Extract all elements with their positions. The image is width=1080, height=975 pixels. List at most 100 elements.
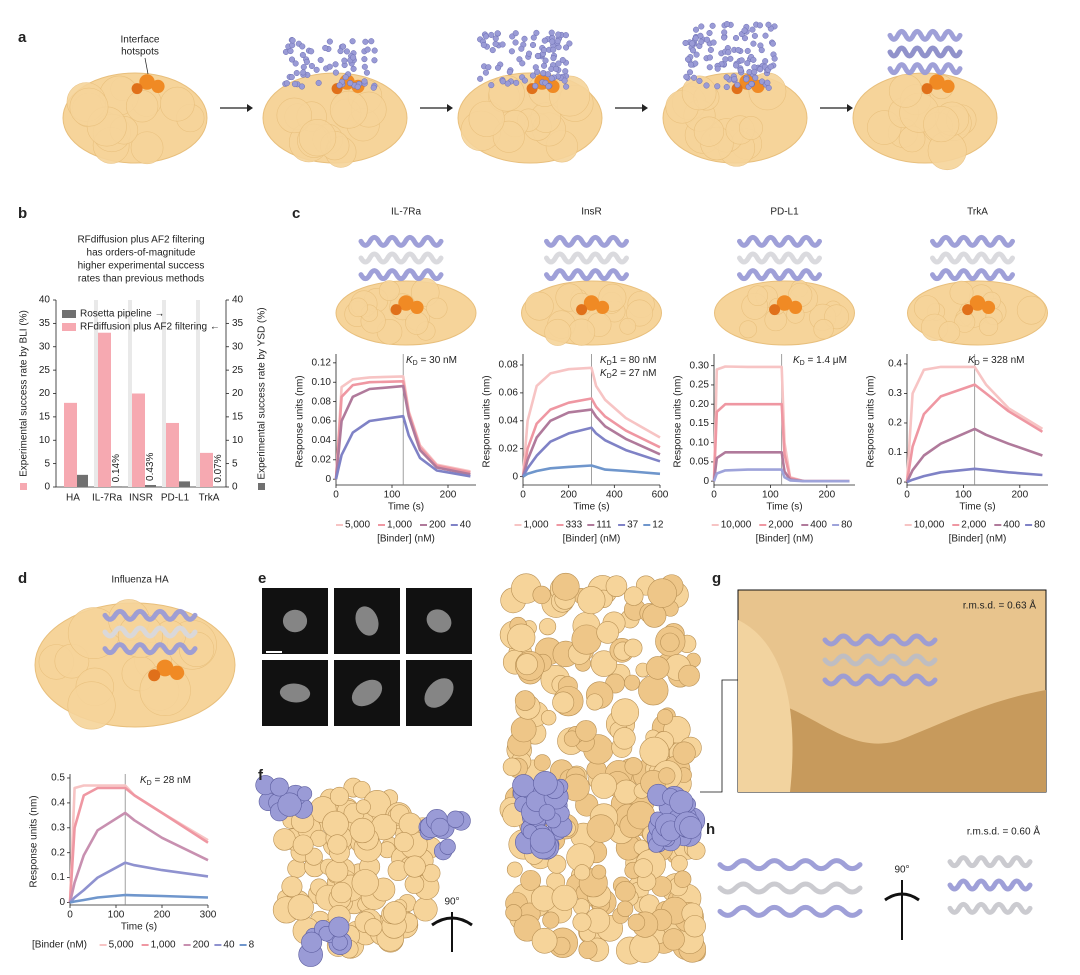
sensorgram	[906, 467, 1043, 484]
x-tick-label: 0	[67, 910, 73, 921]
y-tick-label: 0.1	[888, 447, 902, 458]
protein-structure	[521, 234, 662, 346]
diffusion-residue	[512, 30, 519, 37]
diffusion-residue	[748, 80, 755, 87]
value-label: 0.14%	[111, 454, 122, 482]
density-lump	[591, 864, 607, 880]
panel-label: e	[258, 570, 266, 587]
y-tick-label: 0.02	[312, 454, 332, 465]
diffusion-residue	[692, 35, 699, 42]
density-lump	[633, 858, 653, 878]
y2-tick-label: 40	[232, 295, 244, 306]
diffusion-residue	[758, 47, 765, 54]
legend-label: 40	[460, 520, 472, 531]
x-axis-label: Time (s)	[766, 502, 802, 513]
diffusion-residue	[362, 38, 369, 45]
density-lump	[507, 623, 536, 652]
density-lump	[520, 869, 541, 891]
y-axis-label: Experimental success rate by BLI (%)	[19, 310, 30, 477]
diffusion-residue	[765, 84, 772, 91]
diffusion-residue	[548, 75, 555, 82]
diffusion-residue	[347, 80, 354, 87]
kd-symbol: K	[140, 775, 148, 786]
diffusion-residue	[684, 56, 692, 63]
density-lump	[542, 911, 560, 929]
diffusion-residue	[489, 47, 496, 54]
density-lump	[590, 650, 618, 677]
diffusion-residue	[534, 52, 541, 59]
illustrations	[34, 21, 1048, 967]
legend-label: 200	[429, 520, 446, 531]
chart-title: IL-7Ra	[391, 207, 421, 218]
diffusion-residue	[545, 83, 552, 90]
x-tick-label: 400	[606, 490, 623, 501]
helix	[887, 62, 963, 76]
panel-a-illustration	[62, 21, 998, 171]
y-tick-label: 0.05	[690, 457, 710, 468]
legend-label: Rosetta pipeline →	[80, 309, 165, 320]
kd-label: KD = 328 nM	[968, 355, 1025, 367]
density-lump	[672, 741, 696, 765]
diffusion-residue	[737, 67, 744, 74]
density-lump	[551, 884, 578, 911]
density-lump	[413, 897, 438, 922]
diffusion-residue	[550, 55, 557, 62]
diffusion-residue	[721, 29, 728, 36]
diffusion-residue	[707, 46, 714, 53]
y-tick-label: 5	[44, 458, 50, 469]
diffusion-residue	[332, 61, 339, 68]
hotspot	[398, 295, 414, 311]
y2-tick-label: 10	[232, 435, 244, 446]
particle	[355, 606, 379, 636]
diffusion-residue	[757, 66, 764, 73]
density-lump	[673, 870, 692, 888]
sensorgram	[68, 786, 209, 903]
y2-tick-label: 20	[232, 388, 244, 399]
diffusion-residue	[544, 71, 552, 78]
y-tick-label: 25	[39, 365, 51, 376]
density-lump	[613, 727, 636, 750]
y-tick-label: 0.3	[51, 822, 65, 833]
surface-lump	[949, 280, 974, 305]
legend-label: 10,000	[914, 520, 945, 531]
sensorgram	[334, 414, 471, 480]
density-lump	[539, 618, 557, 636]
diffusion-residue	[336, 82, 343, 89]
diffusion-residue	[350, 65, 357, 72]
helix	[947, 901, 1033, 915]
density-lump	[349, 817, 375, 844]
density-lump	[403, 855, 426, 878]
diffusion-residue	[529, 41, 537, 49]
diffusion-residue	[518, 45, 525, 52]
diffusion-residue	[494, 30, 501, 37]
hotspot	[981, 300, 996, 314]
value-label: 0.07%	[213, 454, 224, 482]
y-tick-label: 0.08	[312, 396, 332, 407]
diffusion-residue	[288, 74, 295, 81]
surface-lump	[524, 291, 554, 321]
particle	[424, 678, 454, 708]
bar	[64, 402, 77, 487]
surface-lump	[329, 90, 368, 129]
x-axis-label: Time (s)	[121, 922, 157, 933]
density-lump	[575, 720, 597, 742]
legend-label: 5,000	[109, 940, 134, 951]
legend-label: 400	[1003, 520, 1020, 531]
diffusion-residue	[529, 72, 536, 79]
density-lump	[596, 621, 619, 644]
density-lump	[623, 586, 644, 606]
diffusion-residue	[488, 82, 495, 89]
density-lump	[658, 767, 676, 785]
sensorgram	[521, 408, 661, 477]
density-lump	[532, 585, 551, 605]
diffusion-residue	[343, 48, 350, 55]
diffusion-residue	[480, 41, 487, 49]
arrow-head	[447, 104, 453, 112]
diffusion-residue	[682, 39, 689, 47]
diffusion-residue	[765, 21, 772, 28]
density-lump	[639, 736, 670, 767]
y2-axis-label: Experimental success rate by YSD (%)	[257, 307, 268, 479]
diffusion-residue	[541, 47, 548, 54]
panel-label: b	[18, 205, 27, 222]
density-lump	[327, 834, 348, 855]
